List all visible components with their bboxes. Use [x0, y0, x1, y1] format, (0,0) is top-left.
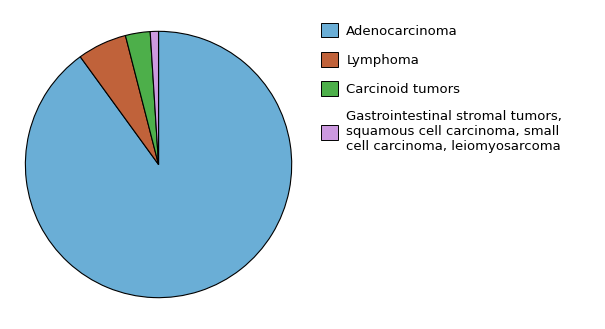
Wedge shape — [25, 31, 292, 298]
Wedge shape — [150, 31, 159, 164]
Wedge shape — [80, 36, 159, 164]
Wedge shape — [125, 32, 159, 164]
Legend: Adenocarcinoma, Lymphoma, Carcinoid tumors, Gastrointestinal stromal tumors,
squ: Adenocarcinoma, Lymphoma, Carcinoid tumo… — [321, 23, 562, 153]
